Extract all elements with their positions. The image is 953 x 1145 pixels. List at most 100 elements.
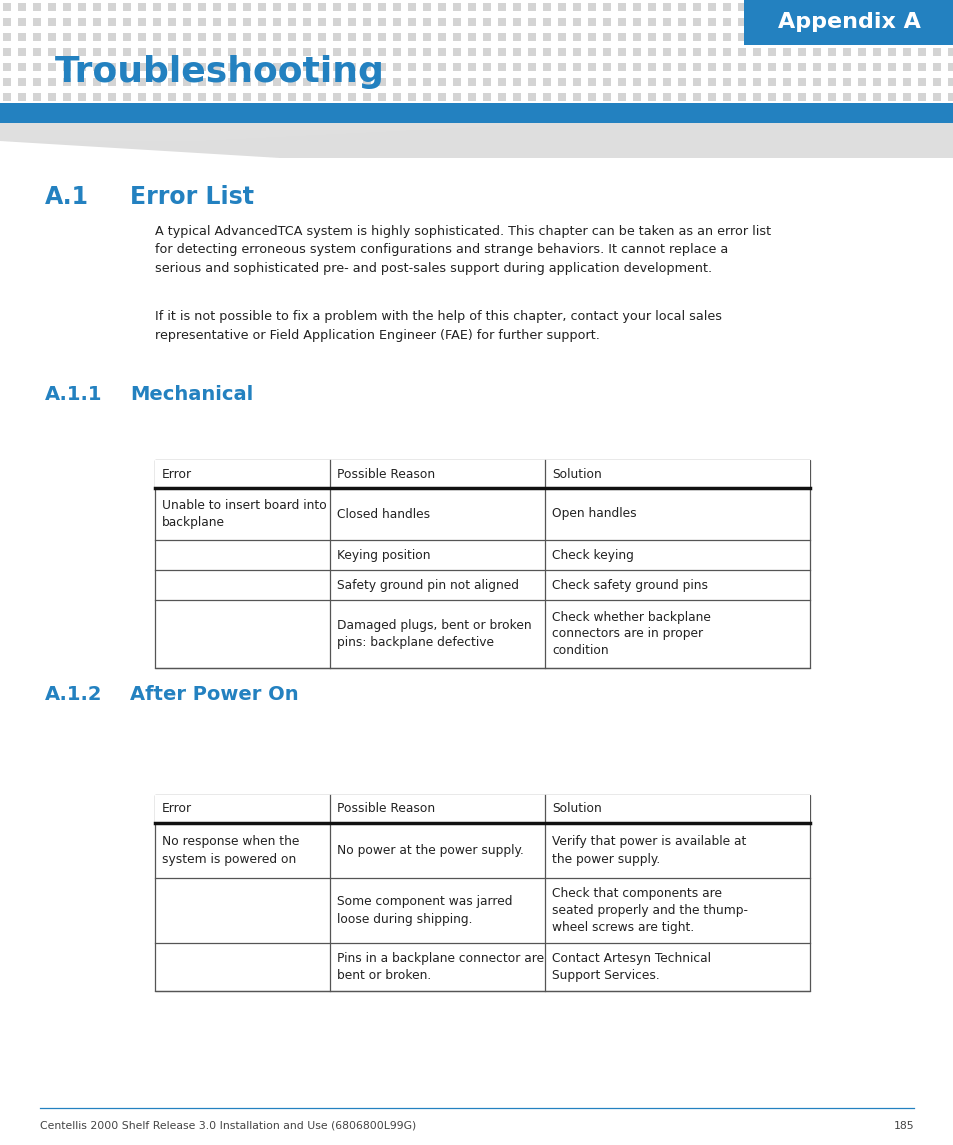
Text: After Power On: After Power On bbox=[130, 685, 298, 704]
Bar bbox=[363, 3, 371, 11]
Bar bbox=[92, 63, 101, 71]
Text: 185: 185 bbox=[892, 1121, 913, 1131]
Bar bbox=[317, 18, 326, 26]
Bar bbox=[377, 93, 386, 101]
Bar bbox=[558, 48, 565, 56]
Bar bbox=[872, 33, 880, 41]
Bar bbox=[917, 3, 925, 11]
Bar bbox=[33, 3, 41, 11]
Bar bbox=[872, 93, 880, 101]
Bar bbox=[513, 18, 520, 26]
Text: If it is not possible to fix a problem with the help of this chapter, contact yo: If it is not possible to fix a problem w… bbox=[154, 310, 721, 341]
Bar bbox=[827, 78, 835, 86]
Bar bbox=[647, 48, 656, 56]
Bar bbox=[738, 48, 745, 56]
Bar bbox=[393, 63, 400, 71]
Bar bbox=[453, 18, 460, 26]
Bar bbox=[842, 63, 850, 71]
Bar bbox=[63, 3, 71, 11]
Bar bbox=[408, 63, 416, 71]
Bar bbox=[303, 63, 311, 71]
Bar bbox=[932, 78, 940, 86]
Text: Error: Error bbox=[162, 467, 192, 481]
Text: Safety ground pin not aligned: Safety ground pin not aligned bbox=[336, 578, 518, 592]
Bar bbox=[767, 78, 775, 86]
Bar bbox=[243, 33, 251, 41]
Bar bbox=[513, 78, 520, 86]
Bar bbox=[198, 63, 206, 71]
Bar bbox=[887, 33, 895, 41]
Bar bbox=[168, 93, 175, 101]
Bar bbox=[857, 33, 865, 41]
Bar bbox=[257, 18, 266, 26]
Bar bbox=[468, 48, 476, 56]
Text: Appendix A: Appendix A bbox=[777, 13, 920, 32]
Bar bbox=[198, 78, 206, 86]
Bar bbox=[947, 18, 953, 26]
Bar bbox=[198, 48, 206, 56]
Bar bbox=[932, 63, 940, 71]
Bar bbox=[393, 18, 400, 26]
Bar bbox=[722, 63, 730, 71]
Bar bbox=[108, 63, 116, 71]
Bar bbox=[932, 3, 940, 11]
Bar bbox=[468, 78, 476, 86]
Bar bbox=[782, 33, 790, 41]
Bar bbox=[482, 63, 491, 71]
Bar bbox=[393, 33, 400, 41]
Bar bbox=[707, 63, 716, 71]
Bar bbox=[377, 3, 386, 11]
Bar bbox=[3, 33, 11, 41]
Bar bbox=[18, 18, 26, 26]
Bar bbox=[273, 3, 281, 11]
Bar bbox=[647, 18, 656, 26]
Bar bbox=[453, 3, 460, 11]
Bar bbox=[767, 48, 775, 56]
Bar bbox=[842, 33, 850, 41]
Bar bbox=[542, 63, 551, 71]
Bar bbox=[482, 18, 491, 26]
Bar bbox=[108, 78, 116, 86]
Bar bbox=[947, 78, 953, 86]
Bar bbox=[18, 33, 26, 41]
Bar bbox=[797, 3, 805, 11]
Bar bbox=[363, 63, 371, 71]
Bar bbox=[152, 78, 161, 86]
Bar bbox=[678, 33, 685, 41]
Bar bbox=[317, 78, 326, 86]
Bar bbox=[48, 93, 56, 101]
Bar bbox=[108, 18, 116, 26]
Bar bbox=[618, 3, 625, 11]
Text: A typical AdvancedTCA system is highly sophisticated. This chapter can be taken : A typical AdvancedTCA system is highly s… bbox=[154, 226, 770, 275]
Bar bbox=[872, 48, 880, 56]
Bar bbox=[887, 93, 895, 101]
Bar bbox=[333, 3, 340, 11]
Bar bbox=[273, 63, 281, 71]
Bar bbox=[782, 93, 790, 101]
Bar bbox=[63, 78, 71, 86]
Bar bbox=[228, 18, 235, 26]
Bar bbox=[947, 3, 953, 11]
Bar bbox=[348, 48, 355, 56]
Bar bbox=[618, 33, 625, 41]
Bar bbox=[782, 78, 790, 86]
Bar bbox=[633, 63, 640, 71]
Bar bbox=[722, 48, 730, 56]
Bar bbox=[633, 18, 640, 26]
Bar bbox=[602, 48, 610, 56]
Bar bbox=[154, 795, 809, 823]
Bar bbox=[18, 48, 26, 56]
Bar bbox=[228, 33, 235, 41]
Bar bbox=[932, 93, 940, 101]
Bar bbox=[422, 48, 431, 56]
Bar bbox=[947, 48, 953, 56]
Bar bbox=[902, 63, 910, 71]
Bar bbox=[527, 33, 536, 41]
Bar bbox=[782, 48, 790, 56]
Bar bbox=[317, 63, 326, 71]
Bar bbox=[558, 18, 565, 26]
Bar bbox=[243, 78, 251, 86]
Bar bbox=[527, 3, 536, 11]
Bar bbox=[303, 48, 311, 56]
Bar bbox=[917, 78, 925, 86]
